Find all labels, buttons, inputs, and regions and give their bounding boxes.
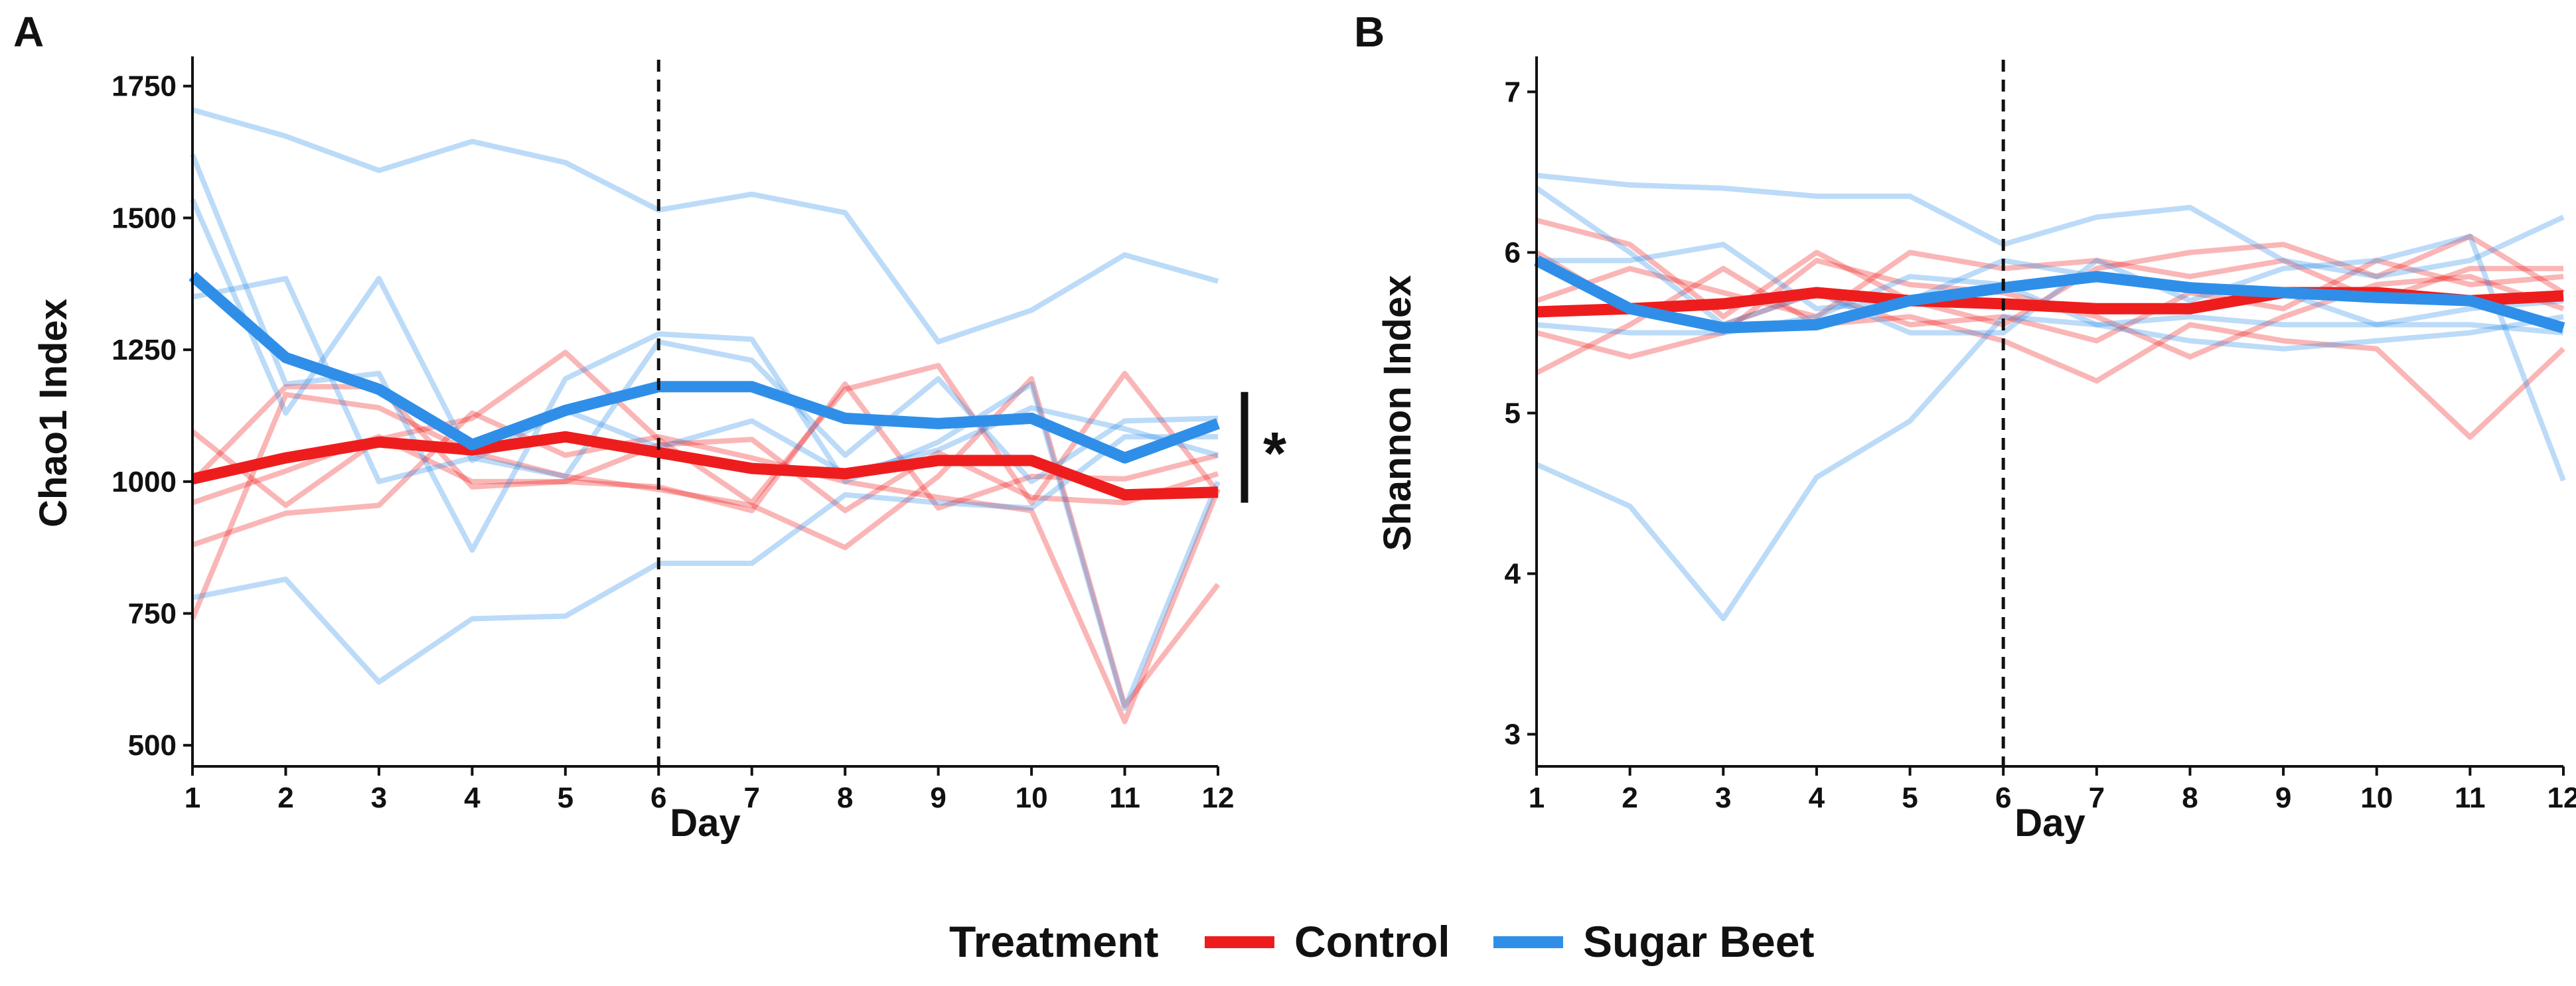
x-tick-label-a-11: 12 (1202, 782, 1235, 814)
panel-letter-a: A (13, 8, 44, 56)
series-line-b-sugar_beet-7 (1536, 173, 2565, 279)
x-tick-label-b-2: 3 (1715, 782, 1731, 814)
x-tick-label-a-2: 3 (371, 782, 387, 814)
series-line-b-sugar_beet-9 (1535, 314, 2564, 622)
y-tick-label-a-4: 1500 (112, 202, 177, 234)
y-axis-title-b: Shannon Index (1376, 275, 1419, 551)
x-tick-label-b-4: 5 (1902, 782, 1918, 814)
x-tick-label-a-7: 8 (837, 782, 853, 814)
series-line-b-sugar_beet-8 (1535, 186, 2566, 482)
y-tick-label-a-1: 750 (128, 598, 177, 630)
x-tick-label-a-0: 1 (185, 782, 200, 814)
significance-star-a: * (1263, 421, 1286, 487)
legend: Treatment Control Sugar Beet (949, 917, 1814, 966)
x-tick-label-a-6: 7 (743, 782, 759, 814)
panel-letter-b: B (1354, 8, 1385, 56)
x-tick-label-a-5: 6 (650, 782, 666, 814)
x-tick-label-b-10: 11 (2455, 782, 2486, 814)
x-tick-label-b-5: 6 (1995, 782, 2011, 814)
x-tick-label-b-11: 12 (2547, 782, 2576, 814)
series-line-a-control-4 (191, 410, 1221, 725)
series-line-a-control-3 (190, 376, 1221, 709)
y-tick-label-b-1: 4 (1505, 558, 1521, 591)
legend-label-sugar-beet: Sugar Beet (1583, 917, 1814, 966)
series-line-a-sugar_beet-7 (191, 107, 1219, 345)
series-line-b-control-3 (1535, 265, 2565, 440)
series-line-b-sugar_beet-mean (1534, 255, 2565, 334)
x-tick-label-b-3: 4 (1809, 782, 1825, 814)
y-tick-label-b-0: 3 (1505, 719, 1521, 751)
y-tick-label-a-3: 1250 (112, 334, 177, 366)
series-line-a-control-mean (191, 431, 1219, 501)
series-line-a-sugar_beet-10 (190, 198, 1219, 476)
x-tick-label-b-9: 10 (2360, 782, 2393, 814)
x-tick-label-b-1: 2 (1622, 782, 1637, 814)
x-axis-title-b: Day (2014, 802, 2085, 845)
series-line-a-sugar_beet-mean (189, 271, 1220, 464)
x-tick-label-a-4: 5 (558, 782, 573, 814)
y-tick-label-b-4: 7 (1505, 76, 1521, 108)
y-tick-label-a-5: 1750 (112, 70, 177, 103)
y-tick-label-a-0: 500 (128, 729, 177, 762)
legend-title: Treatment (949, 917, 1158, 966)
x-axis-title-a: Day (670, 802, 740, 845)
x-tick-label-b-6: 7 (2089, 782, 2105, 814)
x-tick-label-b-8: 9 (2275, 782, 2291, 814)
series-line-a-sugar_beet-8 (190, 153, 1221, 711)
y-tick-label-a-2: 1000 (112, 466, 177, 498)
y-tick-label-b-3: 6 (1505, 236, 1521, 269)
x-tick-label-a-10: 11 (1109, 782, 1140, 814)
series-line-a-sugar_beet-11 (192, 434, 1218, 685)
x-tick-label-a-8: 9 (930, 782, 946, 814)
x-tick-label-b-0: 1 (1529, 782, 1545, 814)
x-tick-label-b-7: 8 (2182, 782, 2198, 814)
y-axis-title-a: Chao1 Index (32, 299, 75, 528)
y-tick-label-b-2: 5 (1505, 397, 1521, 430)
series-line-b-sugar_beet-10 (1537, 242, 2564, 328)
x-tick-label-a-3: 4 (464, 782, 481, 814)
legend-label-control: Control (1294, 917, 1450, 966)
x-tick-label-a-1: 2 (277, 782, 293, 814)
x-tick-label-a-9: 10 (1016, 782, 1048, 814)
